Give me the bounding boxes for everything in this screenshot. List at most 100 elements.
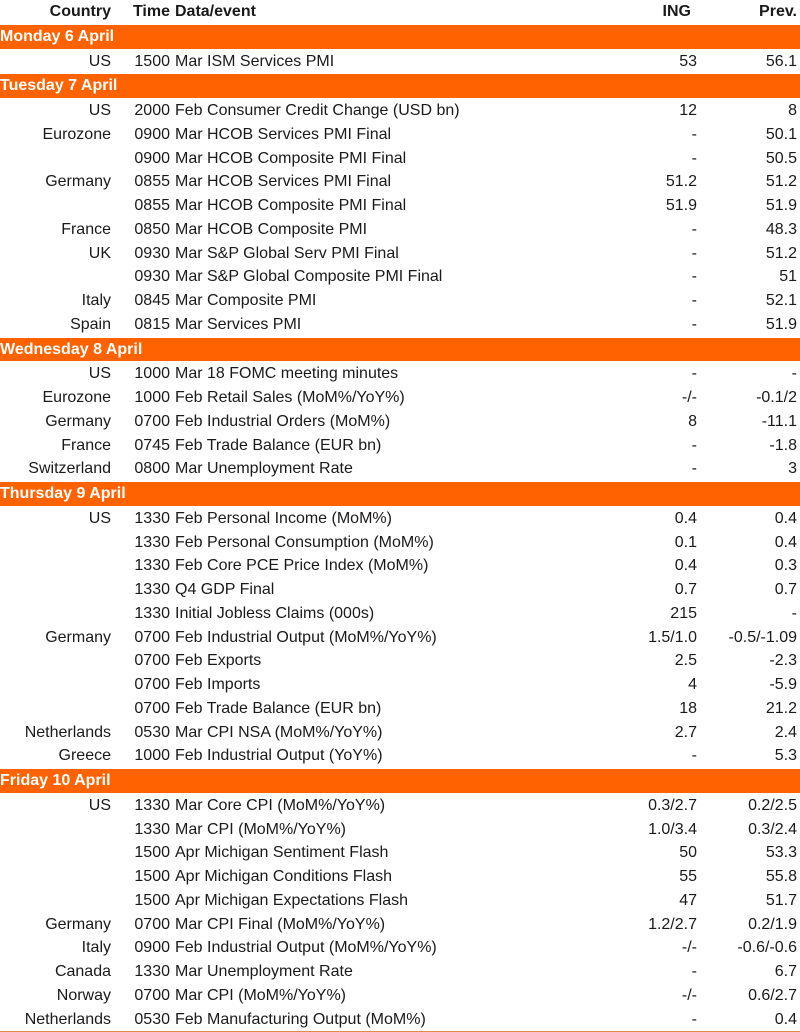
time-cell: 0700 <box>117 912 175 937</box>
time-cell: 2000 <box>117 98 175 123</box>
time-cell: 0855 <box>117 194 175 218</box>
country-cell: US <box>0 793 117 818</box>
time-cell: 0530 <box>117 720 175 745</box>
country-cell <box>0 841 117 865</box>
ing-forecast-cell: 1.0/3.4 <box>615 817 705 842</box>
previous-value-cell: -0.1/2 <box>705 386 800 410</box>
event-row: Netherlands 0530 Mar CPI NSA (MoM%/YoY%) 2.… <box>0 720 800 745</box>
ing-forecast-cell: 1.2/2.7 <box>615 912 705 937</box>
event-row: 1500 Apr Michigan Expectations Flash 47 51.… <box>0 888 800 913</box>
ing-forecast-cell: 8 <box>615 409 705 434</box>
previous-value-cell: 56.1 <box>705 49 800 74</box>
ing-forecast-cell: 0.4 <box>615 554 705 578</box>
event-cell: Mar Core CPI (MoM%/YoY%) <box>175 793 615 818</box>
header-ing: ING <box>662 3 691 20</box>
time-cell: 0800 <box>117 457 175 482</box>
ing-forecast-cell: - <box>615 312 705 337</box>
country-cell: Germany <box>0 912 117 937</box>
ing-forecast-cell: - <box>615 1007 705 1032</box>
ing-forecast-cell: - <box>615 433 705 458</box>
event-cell: Mar HCOB Composite PMI Final <box>175 194 615 218</box>
country-cell: UK <box>0 241 117 266</box>
ing-forecast-cell: 53 <box>615 49 705 74</box>
event-cell: Feb Trade Balance (EUR bn) <box>175 696 615 721</box>
event-row: 1330 Mar CPI (MoM%/YoY%) 1.0/3.4 0.3/2.4 <box>0 817 800 842</box>
event-cell: Mar ISM Services PMI <box>175 49 615 74</box>
event-row: 0700 Feb Trade Balance (EUR bn) 18 21.2 <box>0 696 800 721</box>
time-cell: 0745 <box>117 433 175 458</box>
event-row: 1330 Feb Personal Consumption (MoM%) 0.1 0.… <box>0 530 800 555</box>
event-cell: Feb Trade Balance (EUR bn) <box>175 433 615 458</box>
previous-value-cell: 0.3/2.4 <box>705 817 800 842</box>
country-cell: Eurozone <box>0 386 117 410</box>
time-cell: 1000 <box>117 386 175 410</box>
previous-value-cell: 51.9 <box>705 194 800 218</box>
previous-value-cell: 0.7 <box>705 578 800 602</box>
event-row: Canada 1330 Mar Unemployment Rate -6.7 <box>0 960 800 984</box>
event-row: 1500 Apr Michigan Conditions Flash 55 55.8 <box>0 865 800 889</box>
country-cell <box>0 888 117 913</box>
header-event: Data/event <box>175 3 256 20</box>
previous-value-cell: -2.3 <box>705 649 800 673</box>
day-header-row: Friday 10 April <box>0 768 800 794</box>
country-cell <box>0 601 117 626</box>
previous-value-cell: 3 <box>705 457 800 482</box>
day-title: Friday 10 April <box>0 768 800 794</box>
country-cell: US <box>0 361 117 386</box>
ing-forecast-cell: 12 <box>615 98 705 123</box>
event-row: 0930 Mar S&P Global Composite PMI Final -5… <box>0 265 800 289</box>
event-cell: Feb Personal Consumption (MoM%) <box>175 530 615 555</box>
country-cell <box>0 194 117 218</box>
day-title: Monday 6 April <box>0 23 800 50</box>
event-row: 1330 Feb Core PCE Price Index (MoM%) 0.4 0.… <box>0 554 800 578</box>
event-row: 0700 Feb Imports 4 -5.9 <box>0 673 800 697</box>
event-row: Germany 0855 Mar HCOB Services PMI Final 51… <box>0 170 800 194</box>
previous-value-cell: -0.6/-0.6 <box>705 936 800 960</box>
previous-value-cell: 0.4 <box>705 506 800 531</box>
time-cell: 1500 <box>117 49 175 74</box>
time-cell: 0855 <box>117 170 175 194</box>
ing-forecast-cell: - <box>615 457 705 482</box>
ing-forecast-cell: - <box>615 146 705 171</box>
event-row: Greece 1000 Feb Industrial Output (YoY%) -5… <box>0 744 800 769</box>
previous-value-cell: 0.4 <box>705 530 800 555</box>
country-cell <box>0 530 117 555</box>
time-cell: 0530 <box>117 1007 175 1032</box>
ing-forecast-cell: - <box>615 122 705 147</box>
ing-forecast-cell: 4 <box>615 673 705 697</box>
event-row: 0700 Feb Exports 2.5 -2.3 <box>0 649 800 673</box>
event-cell: Mar CPI (MoM%/YoY%) <box>175 817 615 842</box>
event-cell: Apr Michigan Expectations Flash <box>175 888 615 913</box>
ing-forecast-cell: -/- <box>615 936 705 960</box>
event-row: Norway 0700 Mar CPI (MoM%/YoY%) -/- 0.6/2.7 <box>0 983 800 1008</box>
event-cell: Feb Exports <box>175 649 615 673</box>
country-cell <box>0 673 117 697</box>
event-cell: Mar Composite PMI <box>175 289 615 313</box>
ing-forecast-cell: 1.5/1.0 <box>615 625 705 650</box>
event-row: US 1000 Mar 18 FOMC meeting minutes - - <box>0 361 800 386</box>
time-cell: 1000 <box>117 361 175 386</box>
ing-forecast-cell: 0.3/2.7 <box>615 793 705 818</box>
time-cell: 0845 <box>117 289 175 313</box>
time-cell: 1330 <box>117 817 175 842</box>
ing-forecast-cell: - <box>615 289 705 313</box>
previous-value-cell: 0.2/2.5 <box>705 793 800 818</box>
country-cell: US <box>0 506 117 531</box>
header-prev: Prev. <box>759 3 797 20</box>
event-row: Italy 0845 Mar Composite PMI -52.1 <box>0 289 800 313</box>
event-cell: Mar HCOB Composite PMI Final <box>175 146 615 171</box>
ing-forecast-cell: 55 <box>615 865 705 889</box>
previous-value-cell: -1.8 <box>705 433 800 458</box>
country-cell: Eurozone <box>0 122 117 147</box>
country-cell: Netherlands <box>0 1007 117 1032</box>
time-cell: 1000 <box>117 744 175 769</box>
event-cell: Feb Personal Income (MoM%) <box>175 506 615 531</box>
time-cell: 0700 <box>117 649 175 673</box>
country-cell: Germany <box>0 409 117 434</box>
ing-forecast-cell: 0.4 <box>615 506 705 531</box>
previous-value-cell: 51.2 <box>705 241 800 266</box>
country-cell: Norway <box>0 983 117 1008</box>
day-title: Tuesday 7 April <box>0 73 800 99</box>
country-cell: France <box>0 433 117 458</box>
